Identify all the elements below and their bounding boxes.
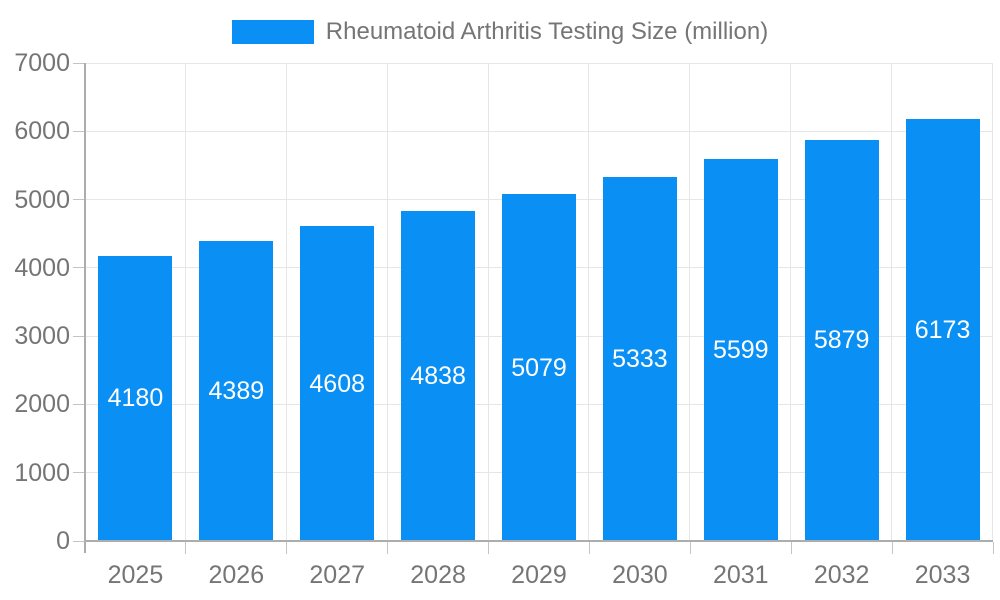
gridline-vertical [285, 63, 287, 541]
y-tick-mark [73, 540, 85, 542]
x-tick-mark [387, 542, 389, 554]
bar-2032[interactable]: 5879 [804, 139, 879, 541]
gridline-vertical [184, 63, 186, 541]
bar-2031[interactable]: 5599 [703, 158, 778, 541]
x-tick-label: 2029 [511, 561, 567, 589]
bar-value-label: 4180 [107, 384, 164, 413]
y-tick-label: 0 [56, 527, 70, 555]
x-tick-mark [488, 542, 490, 554]
bar-value-label: 5599 [712, 335, 769, 364]
y-tick-mark [73, 472, 85, 474]
x-tick-label: 2033 [914, 561, 971, 589]
y-tick-mark [73, 130, 85, 132]
x-tick-mark [891, 542, 893, 554]
y-tick-mark [73, 403, 85, 405]
x-tick-label: 2026 [208, 561, 265, 589]
x-tick-mark [286, 542, 288, 554]
gridline-vertical [790, 63, 792, 541]
x-tick-label: 2031 [712, 561, 769, 589]
x-tick-mark [185, 542, 187, 554]
plot-area: 4180 4389 4608 4838 5079 5333 5599 5879 6173 [85, 62, 993, 541]
legend[interactable]: Rheumatoid Arthritis Testing Size (milli… [0, 18, 1000, 46]
bar-value-label: 4389 [208, 377, 265, 406]
x-tick-mark [689, 542, 691, 554]
bar-2025[interactable]: 4180 [98, 255, 173, 541]
x-tick-label: 2025 [107, 561, 164, 589]
bar-value-label: 5333 [612, 344, 668, 373]
bar-value-label: 4838 [410, 361, 466, 390]
x-axis-line [85, 540, 993, 542]
bar-2028[interactable]: 4838 [401, 210, 476, 541]
gridline-vertical [992, 63, 993, 541]
y-tick-label: 6000 [14, 117, 70, 146]
legend-swatch [231, 20, 314, 44]
y-tick-mark [73, 267, 85, 269]
bar-2029[interactable]: 5079 [502, 194, 576, 541]
x-tick-label: 2028 [410, 561, 466, 589]
gridline-horizontal [85, 62, 993, 64]
y-tick-mark [73, 335, 85, 337]
gridline-vertical [588, 63, 590, 541]
bar-value-label: 4608 [309, 369, 366, 398]
bar-value-label: 6173 [914, 316, 971, 345]
y-tick-label: 4000 [14, 253, 70, 282]
gridline-horizontal [85, 130, 993, 132]
y-tick-label: 5000 [14, 185, 70, 214]
x-tick-label: 2032 [813, 561, 870, 589]
y-tick-mark [73, 199, 85, 201]
bar-value-label: 5079 [511, 353, 567, 382]
gridline-vertical [891, 63, 893, 541]
x-tick-mark [790, 542, 792, 554]
x-tick-mark [588, 542, 590, 554]
gridline-vertical [487, 63, 489, 541]
y-axis-line [84, 63, 86, 553]
gridline-vertical [386, 63, 388, 541]
y-tick-mark [73, 62, 85, 64]
y-tick-label: 1000 [14, 458, 70, 487]
x-tick-label: 2027 [309, 561, 366, 589]
bar-2030[interactable]: 5333 [602, 176, 677, 541]
x-tick-label: 2030 [612, 561, 668, 589]
bar-value-label: 5879 [813, 326, 870, 355]
x-tick-mark [992, 542, 994, 554]
y-tick-label: 7000 [14, 49, 70, 77]
legend-label: Rheumatoid Arthritis Testing Size (milli… [325, 18, 769, 45]
bar-2027[interactable]: 4608 [300, 226, 375, 541]
y-tick-label: 3000 [14, 322, 70, 351]
gridline-vertical [689, 63, 691, 541]
bar-2033[interactable]: 6173 [905, 119, 980, 541]
y-tick-label: 2000 [14, 390, 70, 419]
bar-2026[interactable]: 4389 [199, 241, 274, 541]
